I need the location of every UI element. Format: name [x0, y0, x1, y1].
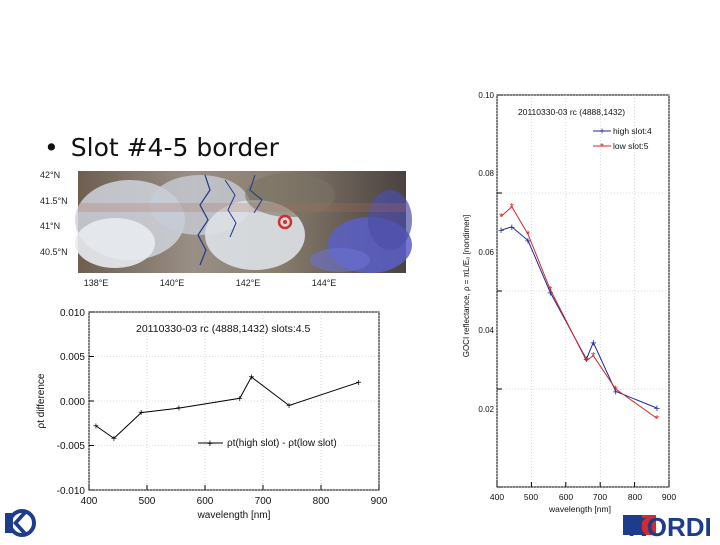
- data-point: *: [584, 356, 589, 368]
- lat-label: 41°N: [40, 221, 60, 231]
- y-tick-label: -0.010: [57, 486, 86, 497]
- data-point: *: [499, 212, 504, 224]
- lat-label: 40.5°N: [40, 247, 68, 257]
- data-point: +: [138, 408, 144, 419]
- legend: + high slot:4 * low slot:5: [593, 126, 652, 153]
- lon-label: 142°E: [236, 278, 261, 288]
- slide-bullet: • Slot #4-5 border: [44, 133, 279, 162]
- y-tick-labels: 0.10 0.08 0.06 0.04 0.02: [478, 91, 494, 414]
- data-point: +: [111, 434, 117, 445]
- lon-label: 138°E: [84, 278, 109, 288]
- x-tick-label: 500: [524, 492, 538, 502]
- x-tick-label: 800: [313, 496, 330, 507]
- x-tick-labels: 400 500 600 700 800 900: [81, 496, 388, 507]
- lon-label: 144°E: [312, 278, 337, 288]
- y-axis-label: GOCI reflectance, ρ = πL/E₀ [nondimen]: [462, 215, 471, 358]
- data-point: +: [547, 287, 553, 299]
- y-tick-label: 0.10: [478, 91, 494, 100]
- organization-logo-right: KORDI: [620, 505, 720, 542]
- series-group: + +++++++***** ***: [498, 202, 660, 426]
- data-point: *: [655, 413, 660, 425]
- y-tick-label: -0.005: [57, 441, 86, 452]
- chart-title: 20110330-03 rc (4888,1432): [518, 107, 625, 117]
- data-point: *: [510, 202, 515, 214]
- data-point: +: [590, 337, 596, 349]
- difference-chart: 20110330-03 rc (4888,1432) slots:4.5 0.0…: [36, 308, 388, 521]
- data-point: +: [525, 236, 531, 248]
- x-tick-label: 600: [559, 492, 573, 502]
- bullet-text: Slot #4-5 border: [70, 133, 279, 162]
- legend-label: low slot:5: [613, 141, 649, 151]
- lon-label: 140°E: [160, 278, 185, 288]
- organization-logo-left: KC: [5, 509, 36, 537]
- y-tick-label: 0.08: [478, 169, 494, 178]
- x-tick-label: 800: [628, 492, 642, 502]
- reflectance-chart: 20110330-03 rc (4888,1432) 0.10 0.08 0.0…: [462, 91, 676, 514]
- y-tick-labels: 0.010 0.005 0.000 -0.005 -0.010: [57, 308, 86, 497]
- bullet-symbol: •: [44, 133, 59, 162]
- x-tick-label: 700: [593, 492, 607, 502]
- x-axis-label: wavelength [nm]: [548, 504, 611, 514]
- lat-label: 41.5°N: [40, 196, 68, 206]
- x-tick-label: 900: [371, 496, 388, 507]
- y-tick-label: 0.000: [60, 397, 85, 408]
- data-point: +: [237, 394, 243, 405]
- grid: [88, 311, 380, 491]
- logo-right-text: KORDI: [628, 512, 712, 540]
- data-point: *: [591, 351, 596, 363]
- x-axis-label: wavelength [nm]: [197, 510, 271, 521]
- series-line: [500, 205, 658, 419]
- data-point: *: [548, 285, 553, 297]
- grid: [496, 94, 670, 488]
- x-tick-label: 500: [139, 496, 156, 507]
- data-point: +: [286, 401, 292, 412]
- y-tick-label: 0.02: [478, 405, 494, 414]
- y-axis-label: ρt difference: [36, 373, 47, 428]
- data-point: +: [356, 378, 362, 389]
- series-group: + + + + + + + +: [93, 372, 362, 444]
- y-tick-label: 0.010: [60, 308, 85, 319]
- data-point: +: [509, 222, 515, 234]
- data-point: +: [176, 404, 182, 415]
- data-point: +: [93, 421, 99, 432]
- x-tick-label: 400: [490, 492, 504, 502]
- chart-title: 20110330-03 rc (4888,1432) slots:4.5: [136, 323, 311, 335]
- data-point: +: [654, 403, 660, 415]
- x-tick-label: 600: [197, 496, 214, 507]
- legend-label: high slot:4: [613, 126, 652, 136]
- legend: + ρt(high slot) - ρt(low slot): [198, 438, 337, 450]
- y-tick-label: 0.005: [60, 352, 85, 363]
- lat-label: 42°N: [40, 170, 60, 180]
- legend-label: ρt(high slot) - ρt(low slot): [227, 438, 337, 449]
- plot-frame: [496, 94, 670, 488]
- x-tick-label: 700: [255, 496, 272, 507]
- x-tick-label: 900: [662, 492, 676, 502]
- series-line: [95, 376, 359, 440]
- data-point: *: [614, 384, 619, 396]
- data-point: +: [248, 372, 254, 383]
- x-tick-label: 400: [81, 496, 98, 507]
- legend-marker: +: [207, 438, 213, 450]
- x-tick-labels: 400 500 600 700 800 900: [490, 492, 676, 502]
- legend-marker: *: [600, 142, 604, 153]
- location-marker: [277, 214, 293, 230]
- data-point: *: [526, 229, 531, 241]
- data-point: +: [498, 225, 504, 237]
- data-point: +: [612, 386, 618, 398]
- legend-marker: +: [599, 127, 605, 138]
- map-lon-labels: 138°E 140°E 142°E 144°E: [84, 278, 337, 288]
- map-lat-labels: 42°N 41.5°N 41°N 40.5°N: [40, 170, 68, 257]
- map-image-area: [75, 171, 412, 273]
- y-tick-label: 0.04: [478, 326, 494, 335]
- y-tick-label: 0.06: [478, 248, 494, 257]
- satellite-image: 42°N 41.5°N 41°N 40.5°N 138°E 140°E 142°…: [40, 170, 412, 288]
